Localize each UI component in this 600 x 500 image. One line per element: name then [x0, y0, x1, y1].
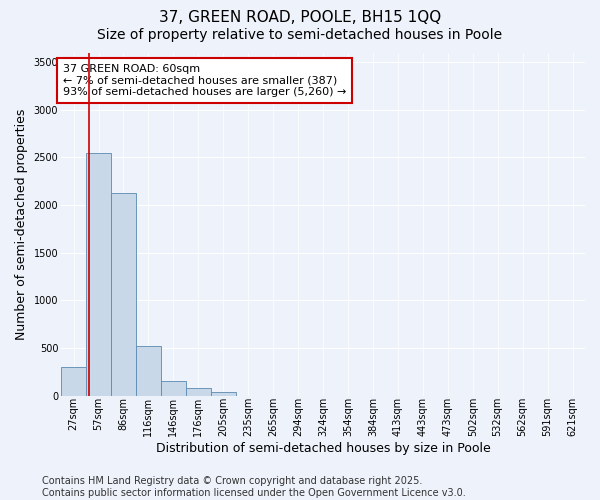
- Bar: [61, 367, 86, 396]
- X-axis label: Distribution of semi-detached houses by size in Poole: Distribution of semi-detached houses by …: [155, 442, 490, 455]
- Bar: [136, 346, 161, 396]
- Bar: [211, 392, 236, 396]
- Text: Contains HM Land Registry data © Crown copyright and database right 2025.
Contai: Contains HM Land Registry data © Crown c…: [42, 476, 466, 498]
- Bar: [111, 192, 136, 396]
- Text: 37, GREEN ROAD, POOLE, BH15 1QQ: 37, GREEN ROAD, POOLE, BH15 1QQ: [159, 10, 441, 25]
- Bar: [86, 152, 111, 396]
- Bar: [161, 382, 186, 396]
- Y-axis label: Number of semi-detached properties: Number of semi-detached properties: [15, 108, 28, 340]
- Text: Size of property relative to semi-detached houses in Poole: Size of property relative to semi-detach…: [97, 28, 503, 42]
- Bar: [186, 388, 211, 396]
- Text: 37 GREEN ROAD: 60sqm
← 7% of semi-detached houses are smaller (387)
93% of semi-: 37 GREEN ROAD: 60sqm ← 7% of semi-detach…: [63, 64, 346, 97]
